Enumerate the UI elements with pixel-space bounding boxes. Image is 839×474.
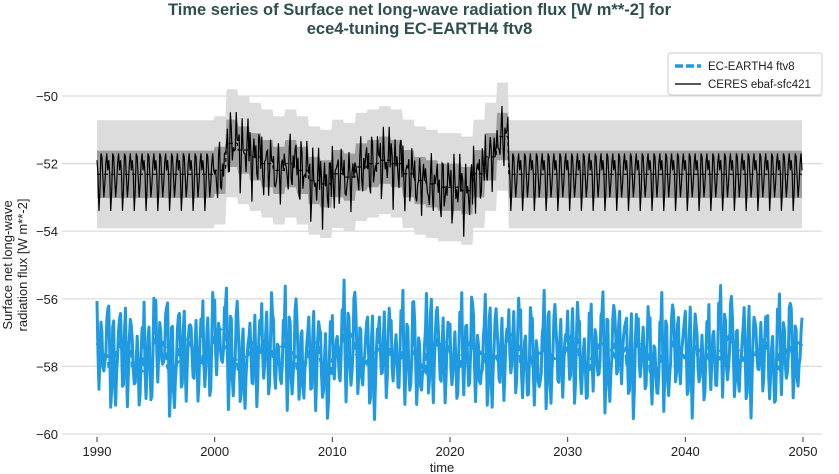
x-tick-label: 2020	[436, 444, 465, 459]
legend: EC-EARTH4 ftv8 CERES ebaf-sfc421	[667, 52, 823, 96]
chart-title-line2: ece4-tuning EC-EARTH4 ftv8	[306, 20, 533, 38]
y-axis-label-line1: Surface net long-wave	[0, 200, 15, 329]
legend-ceres-label: CERES ebaf-sfc421	[708, 79, 811, 91]
y-tick-label: −54	[36, 224, 58, 239]
x-tick-label: 1990	[83, 444, 112, 459]
model-mean-line	[95, 327, 804, 379]
y-axis-label: Surface net long-waveradiation flux [W m…	[0, 199, 30, 332]
x-tick-label: 2050	[789, 444, 818, 459]
ceres-mean-line	[97, 135, 803, 192]
x-tick-label: 2000	[200, 444, 229, 459]
y-tick-label: −60	[36, 427, 58, 442]
y-tick-label: −56	[36, 292, 58, 307]
chart-title: Time series of Surface net long-wave rad…	[167, 1, 672, 19]
y-tick-label: −52	[36, 157, 58, 172]
ceres-inner-band	[97, 112, 803, 215]
y-tick-label: −58	[36, 359, 58, 374]
legend-model-label: EC-EARTH4 ftv8	[708, 61, 795, 73]
y-tick-label: −50	[36, 89, 58, 104]
model-monthly-line	[95, 278, 804, 421]
x-axis-label: time	[430, 460, 455, 474]
ceres-monthly-line	[96, 106, 803, 237]
y-axis-label-line2: radiation flux [W m**-2]	[15, 199, 30, 332]
x-tick-label: 2010	[318, 444, 347, 459]
x-tick-label: 2040	[671, 444, 700, 459]
legend-box	[667, 52, 823, 96]
x-tick-label: 2030	[553, 444, 582, 459]
